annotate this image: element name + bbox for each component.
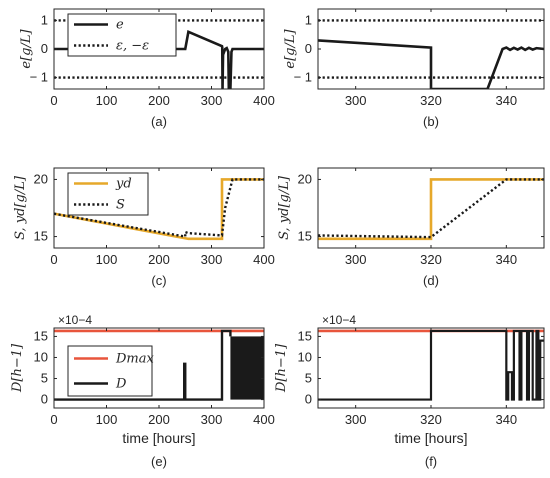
series-line-d [318, 329, 544, 401]
chart-panel-b: 300 320 340 − 1 0 1 e[g/L] (b) [283, 8, 545, 129]
x-tick-label: 0 [50, 252, 57, 267]
series-line-s [318, 178, 544, 239]
x-tick-label: 400 [253, 412, 275, 427]
panel-caption: (a) [151, 114, 167, 129]
y-tick-label: 0 [305, 41, 312, 56]
y-tick-label: 15 [34, 328, 48, 343]
series-line-d [54, 329, 232, 401]
y-tick-label: 10 [298, 349, 312, 364]
chart-panel-e: 0 100 200 300 400 0 5 10 15 D[h−1] ×10−4 time [hour… [10, 313, 275, 469]
oscillation-band [230, 336, 264, 400]
x-tick-label: 300 [345, 412, 367, 427]
series-line-e [54, 30, 264, 89]
y-tick-label: 0 [41, 392, 48, 407]
chart-panel-d: 300 320 340 15 20 S, yd[g/L] (d) [277, 167, 545, 288]
panel-caption: (b) [423, 114, 439, 129]
legend: yd S [67, 172, 149, 216]
chart-panel-c: 0 100 200 300 400 15 20 S, yd[g/L] (c) yd S [13, 167, 275, 288]
y-axis-label: D[h−1] [274, 343, 289, 393]
x-axis-label: time [hours] [394, 430, 467, 446]
legend-label: yd [115, 177, 132, 192]
x-tick-label: 340 [495, 252, 517, 267]
plot-area [54, 329, 264, 401]
legend-box [67, 172, 149, 216]
plot-area [318, 19, 544, 89]
y-tick-label: 5 [41, 371, 48, 386]
y-tick-label: 1 [41, 12, 48, 27]
x-tick-label: 200 [148, 93, 170, 108]
x-tick-label: 300 [201, 412, 223, 427]
x-tick-label: 300 [201, 252, 223, 267]
x-tick-label: 100 [96, 412, 118, 427]
x-tick-label: 100 [96, 252, 118, 267]
series-line-s [54, 178, 264, 238]
y-tick-label: 15 [298, 229, 312, 244]
panel-caption: (c) [151, 273, 166, 288]
x-tick-label: 340 [495, 93, 517, 108]
x-tick-label: 340 [495, 412, 517, 427]
y-tick-label: − 1 [30, 70, 48, 85]
panel-caption: (d) [423, 273, 439, 288]
y-tick-label: 15 [34, 229, 48, 244]
x-tick-label: 0 [50, 412, 57, 427]
y-tick-label: 0 [305, 392, 312, 407]
x-tick-label: 300 [201, 93, 223, 108]
x-tick-label: 200 [148, 412, 170, 427]
y-exponent-label: ×10−4 [322, 313, 356, 327]
y-tick-label: 15 [298, 328, 312, 343]
legend-label: e [116, 18, 124, 33]
y-tick-label: 1 [305, 12, 312, 27]
x-axis-label: time [hours] [122, 430, 195, 446]
legend-box [67, 13, 177, 57]
x-tick-label: 300 [345, 93, 367, 108]
chart-panel-f: 300 320 340 0 5 10 15 D[h−1] ×10−4 time [hours] (f… [274, 313, 545, 469]
y-tick-label: 5 [305, 371, 312, 386]
plot-area [318, 178, 544, 241]
y-tick-label: 10 [34, 349, 48, 364]
x-tick-label: 400 [253, 252, 275, 267]
legend-box [67, 345, 153, 397]
x-tick-label: 320 [420, 412, 442, 427]
y-axis-label: e[g/L] [283, 28, 298, 68]
y-axis-label: S, yd[g/L] [13, 175, 28, 240]
x-tick-label: 400 [253, 93, 275, 108]
legend: Dmax D [67, 345, 155, 397]
legend-label: S [116, 198, 125, 213]
plot-area [318, 329, 544, 401]
y-exponent-label: ×10−4 [58, 313, 92, 327]
x-tick-label: 200 [148, 252, 170, 267]
x-tick-label: 320 [420, 93, 442, 108]
x-tick-label: 0 [50, 93, 57, 108]
x-tick-label: 300 [345, 252, 367, 267]
x-tick-label: 100 [96, 93, 118, 108]
x-tick-label: 320 [420, 252, 442, 267]
panel-caption: (e) [151, 454, 167, 469]
y-tick-label: 20 [298, 171, 312, 186]
plot-area [54, 178, 264, 241]
series-line-e [318, 39, 544, 89]
y-tick-label: − 1 [294, 70, 312, 85]
legend-label: ε, −ε [116, 39, 149, 54]
panel-caption: (f) [425, 454, 437, 469]
plot-area [54, 19, 264, 89]
y-axis-label: S, yd[g/L] [277, 175, 292, 240]
legend: e ε, −ε [67, 13, 177, 57]
y-tick-label: 0 [41, 41, 48, 56]
y-tick-label: 20 [34, 171, 48, 186]
legend-label: D [115, 377, 127, 392]
y-axis-label: e[g/L] [19, 28, 34, 68]
y-axis-label: D[h−1] [10, 343, 25, 393]
legend-label: Dmax [115, 352, 155, 367]
series-line-yd [318, 178, 544, 241]
